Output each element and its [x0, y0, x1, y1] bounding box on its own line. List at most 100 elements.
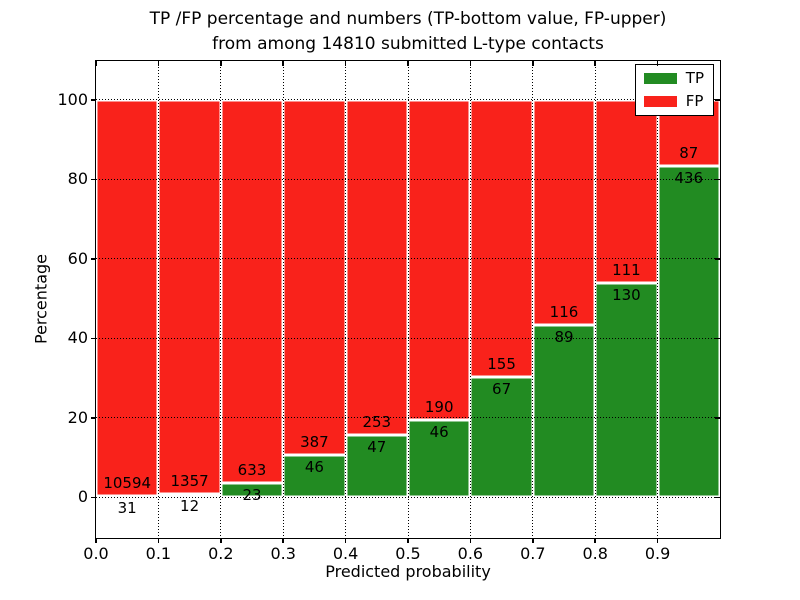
bar-fp-segment: [158, 99, 221, 494]
x-tick-mark-top: [220, 61, 222, 66]
fp-count-label: 387: [300, 432, 329, 451]
tp-count-label: 12: [180, 496, 200, 515]
bar-fp-segment: [345, 99, 408, 435]
chart-title-line2: from among 14810 submitted L-type contac…: [212, 34, 604, 54]
y-tick-mark: [91, 258, 96, 260]
tp-count-label: 23: [242, 486, 262, 505]
x-tick-mark: [282, 538, 284, 543]
vertical-gridline: [157, 61, 159, 538]
bar-tp-segment: [345, 434, 408, 498]
vertical-gridline: [282, 61, 284, 538]
bar-tp-segment: [595, 282, 658, 498]
fp-count-label: 155: [487, 355, 516, 374]
x-tick-mark: [532, 538, 534, 543]
x-tick-mark: [469, 538, 472, 543]
bar-fp-segment: [220, 99, 284, 484]
fp-count-label: 116: [549, 302, 579, 321]
fp-count-label: 111: [612, 260, 641, 279]
legend-swatch-tp: [643, 73, 677, 84]
y-tick-mark: [91, 337, 96, 340]
bar-fp-segment: [470, 99, 533, 378]
tp-count-label: 130: [612, 285, 641, 304]
bar-fp-segment: [408, 99, 471, 420]
y-tick-mark-right: [715, 258, 720, 260]
y-tick-mark-right: [715, 337, 720, 340]
x-tick-mark-top: [344, 61, 347, 66]
y-tick-mark: [91, 99, 96, 101]
chart-title: TP /FP percentage and numbers (TP-bottom…: [96, 7, 720, 57]
y-tick-label: 100: [57, 89, 88, 109]
bar-fp-segment: [96, 99, 159, 496]
y-tick-mark: [91, 417, 96, 419]
bar-tp-segment: [158, 493, 221, 498]
y-tick-mark: [91, 178, 96, 181]
y-tick-label: 0: [77, 487, 88, 507]
x-tick-mark: [344, 538, 347, 543]
x-tick-mark-top: [282, 61, 284, 66]
x-tick-mark-top: [157, 61, 160, 66]
x-tick-mark-top: [469, 61, 472, 66]
fp-count-label: 10594: [103, 473, 152, 492]
tp-count-label: 436: [674, 168, 704, 187]
legend-entry: FP: [643, 94, 704, 109]
tp-count-label: 89: [554, 327, 574, 346]
legend-label: TP: [685, 69, 704, 87]
tp-count-label: 46: [304, 457, 324, 476]
x-tick-label: 0.3: [270, 544, 296, 563]
x-tick-mark-top: [407, 61, 409, 66]
bar-fp-segment: [283, 99, 346, 455]
x-tick-mark: [407, 538, 409, 543]
bar-tp-segment: [470, 377, 533, 498]
tp-count-label: 46: [429, 422, 449, 441]
legend-entry: TP: [643, 69, 704, 87]
tp-count-label: 47: [367, 437, 387, 456]
x-tick-label: 0.7: [520, 544, 546, 563]
y-tick-label: 60: [67, 248, 88, 268]
x-tick-label: 0.4: [332, 544, 359, 563]
vertical-gridline: [532, 61, 534, 538]
vertical-gridline: [594, 61, 596, 538]
x-tick-label: 0.9: [644, 544, 671, 563]
fp-count-label: 633: [237, 461, 267, 480]
tp-count-label: 31: [117, 498, 137, 517]
y-tick-mark-right: [715, 178, 720, 181]
bar-fp-segment: [532, 99, 596, 325]
x-tick-mark: [95, 538, 97, 543]
x-tick-mark-top: [532, 61, 534, 66]
y-tick-mark-right: [715, 496, 720, 499]
vertical-gridline: [407, 61, 409, 538]
x-tick-label: 0.2: [208, 544, 234, 563]
vertical-gridline: [469, 61, 471, 538]
fp-count-label: 190: [424, 397, 454, 416]
y-tick-label: 80: [67, 169, 88, 189]
y-tick-mark-right: [715, 417, 720, 419]
fp-count-label: 253: [362, 412, 392, 431]
vertical-gridline: [657, 61, 659, 538]
vertical-gridline: [220, 61, 222, 538]
tp-count-label: 67: [492, 380, 512, 399]
x-tick-mark: [220, 538, 222, 543]
bar-fp-segment: [595, 99, 658, 283]
x-tick-mark: [594, 538, 596, 543]
legend-swatch-fp: [643, 96, 677, 107]
y-tick-label: 20: [67, 407, 88, 427]
x-tick-mark: [656, 538, 659, 543]
fp-count-label: 1357: [170, 471, 209, 490]
x-tick-mark-top: [594, 61, 596, 66]
y-tick-mark-right: [715, 99, 720, 101]
bar-tp-segment: [657, 165, 720, 498]
legend: TP FP: [634, 64, 714, 116]
bar-tp-segment: [532, 324, 596, 498]
chart-title-line1: TP /FP percentage and numbers (TP-bottom…: [149, 9, 667, 29]
x-tick-label: 0.5: [395, 544, 421, 563]
x-axis-label: Predicted probability: [325, 562, 491, 581]
bar-tp-segment: [220, 483, 284, 498]
bar-tp-segment: [96, 495, 159, 498]
bar-tp-segment: [408, 419, 471, 498]
x-tick-mark-top: [95, 61, 97, 66]
vertical-gridline: [345, 61, 347, 538]
x-tick-label: 0.6: [457, 544, 484, 563]
x-tick-label: 0.1: [145, 544, 172, 563]
bar-tp-segment: [283, 454, 346, 498]
